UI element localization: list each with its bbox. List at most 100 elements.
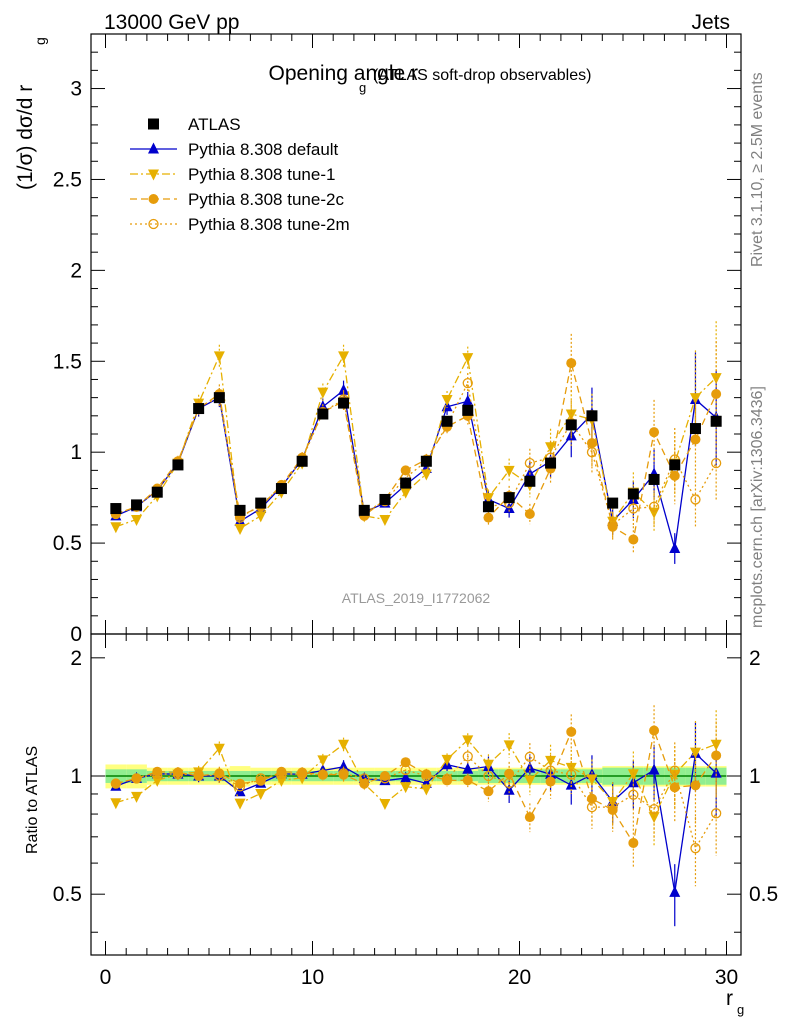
data-point [669, 459, 681, 471]
data-point [275, 483, 287, 495]
data-point [628, 503, 639, 514]
data-point [441, 415, 453, 427]
ratio-data-point [214, 770, 225, 782]
data-point [420, 455, 432, 467]
data-point [586, 410, 598, 422]
main-axis-ticks: 0 0.5 1 1.5 2 2.5 3 [53, 33, 741, 646]
ratio-y-tick-label-right: 0.5 [749, 883, 778, 906]
data-point [649, 427, 660, 438]
ratio-data-point [648, 763, 660, 775]
data-point [131, 499, 143, 511]
header-process: 13000 GeV pp [104, 11, 239, 34]
data-point [400, 487, 412, 499]
data-point [131, 514, 143, 526]
ratio-data-point [400, 782, 412, 794]
ratio-data-point [545, 765, 556, 776]
data-point [462, 353, 474, 365]
data-point [669, 470, 680, 481]
ratio-data-point [276, 766, 287, 777]
ratio-data-point [503, 740, 515, 752]
series-3 [110, 333, 722, 553]
ratio-series-line [115, 728, 717, 845]
data-point [317, 408, 329, 420]
data-point [565, 409, 577, 421]
ratio-data-point [338, 768, 349, 779]
ratio-data-point [524, 751, 536, 762]
data-point [690, 434, 701, 445]
legend-label: Pythia 8.308 tune-2c [188, 190, 344, 209]
ratio-data-point [379, 773, 391, 784]
ratio-data-point [545, 755, 557, 767]
legend: ATLAS Pythia 8.308 default Pythia 8.308 tu… [130, 115, 350, 234]
data-point [628, 534, 639, 545]
data-point [482, 493, 494, 505]
ratio-data-point [276, 768, 287, 780]
data-point [503, 465, 515, 477]
data-point [524, 475, 536, 487]
ratio-data-point [338, 760, 350, 772]
data-point [255, 497, 267, 509]
data-point [648, 473, 660, 485]
data-point [545, 457, 557, 469]
ratio-data-point [628, 789, 639, 800]
ratio-data-point [338, 739, 350, 751]
ratio-y-axis-label: Ratio to ATLAS [24, 746, 41, 854]
ratio-data-point [711, 808, 722, 819]
main-y-axis-label: (1/σ) dσ/d r [14, 85, 37, 190]
ratio-data-point [421, 770, 432, 782]
ratio-data-point [690, 843, 701, 854]
ratio-data-point [503, 783, 515, 795]
data-point [689, 423, 701, 435]
data-point [669, 542, 681, 554]
data-point [710, 415, 722, 427]
data-point [648, 501, 660, 512]
ratio-data-point [420, 784, 432, 796]
y-tick-label: 1 [70, 441, 82, 464]
data-point [400, 465, 411, 476]
legend-marker [148, 118, 159, 130]
ratio-y-tick-label-left: 2 [70, 647, 82, 670]
ratio-data-point [649, 725, 660, 736]
ratio-data-point [441, 773, 453, 785]
ratio-data-point [648, 803, 660, 815]
ratio-data-point [400, 757, 411, 768]
header-category: Jets [691, 11, 730, 34]
ratio-data-point [172, 769, 184, 780]
legend-label: Pythia 8.308 tune-2m [188, 215, 350, 234]
data-point [193, 403, 205, 415]
ratio-series [110, 705, 722, 927]
data-point [627, 488, 639, 500]
ratio-data-point [524, 775, 536, 787]
y-tick-label: 1.5 [53, 350, 82, 373]
main-panel: 0 0.5 1 1.5 2 2.5 3 Opening angle r g (ATLAS s… [14, 33, 742, 646]
data-point [317, 387, 329, 399]
ratio-data-point [711, 750, 722, 761]
data-point [607, 497, 619, 509]
ratio-data-point [504, 777, 515, 789]
data-point [234, 524, 246, 536]
ratio-axis-ticks: 0.5 0.51 12 20 10 20 30 [53, 634, 778, 989]
ratio-data-point [669, 765, 680, 776]
main-title: Opening angle r [269, 62, 418, 85]
data-point [213, 392, 225, 404]
ratio-data-point [565, 778, 577, 790]
analysis-label: ATLAS_2019_I1772062 [342, 590, 491, 606]
data-point [690, 494, 701, 505]
ratio-data-point [234, 781, 246, 792]
ratio-data-point [607, 801, 618, 813]
x-axis-label-sub: g [737, 1002, 744, 1017]
ratio-data-point [669, 885, 681, 897]
data-point [151, 486, 163, 498]
data-point [689, 393, 701, 405]
ratio-data-point [379, 798, 391, 810]
ratio-data-point [504, 768, 515, 779]
ratio-data-point [255, 773, 266, 784]
y-tick-label: 0 [70, 623, 82, 646]
series-line [115, 353, 717, 530]
ratio-data-point [131, 791, 143, 803]
ratio-data-point [131, 773, 142, 784]
ratio-data-point [628, 837, 639, 848]
data-point [545, 442, 557, 454]
ratio-data-point [152, 768, 163, 779]
